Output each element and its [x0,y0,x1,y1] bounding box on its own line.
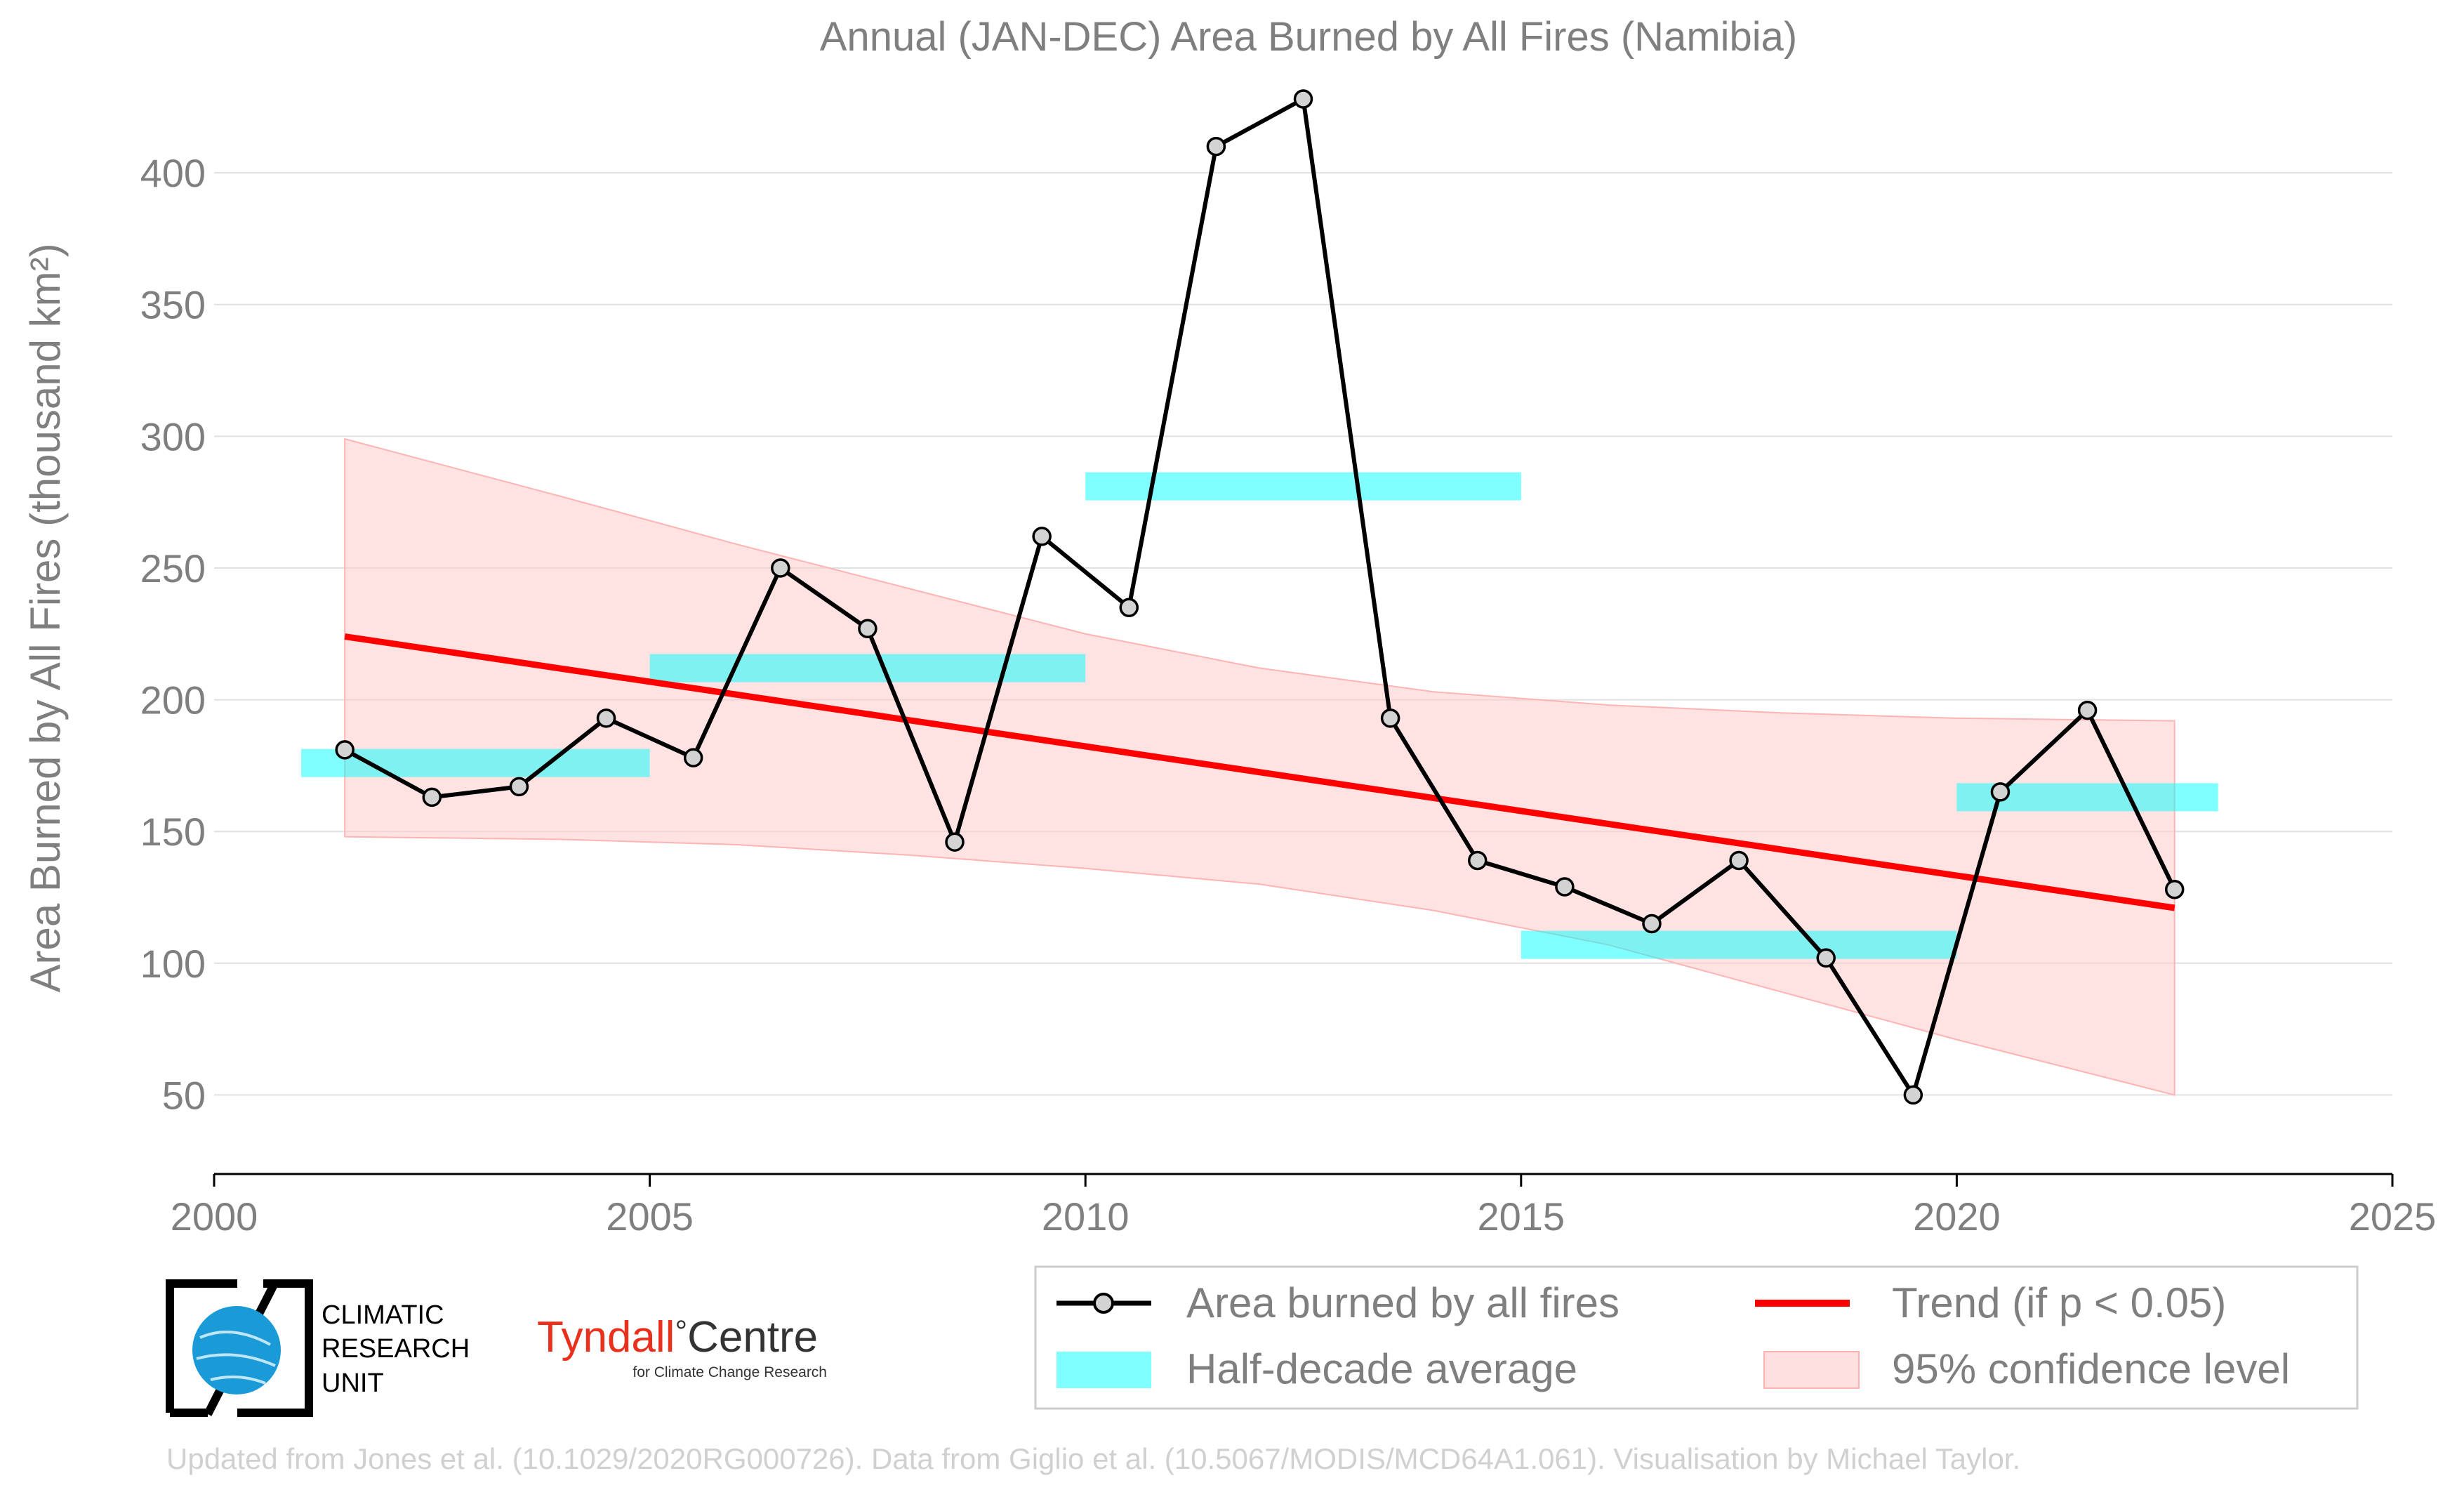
y-tick-label-400: 400 [140,151,206,195]
y-axis-label: Area Burned by All Fires (thousand km²) [22,243,69,992]
data-point-2009.5 [1032,527,1052,546]
y-tick-label-100: 100 [140,942,206,986]
legend-item-area-burned: Area burned by all fires [1057,1279,1620,1326]
cru-globe-swirl-icon [196,1331,276,1385]
data-point-2013.5 [1380,708,1400,728]
data-point-2017.5 [1729,850,1749,871]
legend-confidence-icon [1763,1351,1860,1389]
data-point-2011.5 [1206,136,1226,157]
y-tick-label-150: 150 [140,810,206,854]
x-tick-label-2015: 2015 [1478,1194,1565,1239]
x-tick-label-2010: 2010 [1042,1194,1130,1239]
half-decade-bar-1 [649,654,1086,682]
tyndall-logo: Tyndall°Centre for Climate Change Resear… [537,1313,827,1380]
half-decade-bar-3 [1521,930,1957,959]
cru-globe-icon [192,1306,281,1394]
x-tick-label-2025: 2025 [2349,1194,2437,1239]
chart-title: Annual (JAN-DEC) Area Burned by All Fire… [820,14,1797,60]
x-tick-label-2000: 2000 [171,1194,258,1239]
tyndall-subtitle: for Climate Change Research [632,1364,827,1380]
y-tick-label-300: 300 [140,414,206,459]
legend-label-confidence: 95% confidence level [1892,1345,2290,1392]
svg-text:Tyndall°Centre: Tyndall°Centre [537,1313,818,1361]
legend-box [1034,1265,2359,1410]
data-point-2018.5 [1816,948,1836,968]
tyndall-word: Tyndall [537,1313,675,1361]
cru-line-2: RESEARCH [322,1334,470,1364]
data-point-2014.5 [1467,850,1488,871]
legend-item-half-decade: Half-decade average [1057,1345,1577,1392]
half-decade-bar-2 [1085,472,1521,501]
series-line [343,97,2177,1097]
cru-line-3: UNIT [322,1369,384,1398]
data-point-2012.5 [1293,89,1313,109]
area-burned-series [335,89,2185,1105]
y-tick-labels: 50 100 150 200 250 300 350 400 [140,151,206,1117]
data-point-2015.5 [1555,877,1575,897]
cru-logo-frame-icon [166,1279,313,1417]
half-decade-bar-0 [301,748,650,777]
legend-label-trend: Trend (if p < 0.05) [1892,1279,2226,1326]
y-tick-label-200: 200 [140,678,206,723]
footer-credit: Updated from Jones et al. (10.1029/2020R… [166,1442,2020,1475]
legend-marker-icon [1093,1293,1114,1314]
data-point-2010.5 [1119,598,1139,617]
x-tick-labels: 2000 2005 2010 2015 2020 2025 [171,1174,2437,1239]
data-point-2003.5 [509,777,529,797]
data-point-2005.5 [683,748,703,767]
data-point-2022.5 [2164,879,2185,899]
data-point-2006.5 [771,558,790,578]
legend-half-decade-icon [1057,1352,1151,1388]
x-tick-label-2005: 2005 [606,1194,694,1239]
data-point-2020.5 [1990,782,2011,802]
y-tick-label-250: 250 [140,546,206,591]
data-point-2016.5 [1642,914,1662,934]
data-point-2019.5 [1903,1085,1923,1105]
legend-label-area-burned: Area burned by all fires [1186,1279,1620,1326]
x-tick-label-2020: 2020 [1913,1194,2001,1239]
cru-line-1: CLIMATIC [322,1300,444,1330]
tyndall-centre-word: Centre [687,1313,818,1361]
data-point-2007.5 [858,619,877,639]
tyndall-degree: ° [675,1314,687,1349]
data-point-2002.5 [422,787,442,807]
legend: Area burned by all fires Trend (if p < 0… [1034,1265,2359,1410]
legend-item-trend: Trend (if p < 0.05) [1755,1279,2226,1326]
data-point-2021.5 [2077,700,2098,720]
trend-line-path [344,633,2175,911]
cru-logo: CLIMATIC RESEARCH UNIT [166,1279,470,1417]
half-decade-average-bars [301,472,2218,959]
legend-item-confidence: 95% confidence level [1763,1345,2290,1392]
data-point-2008.5 [945,832,965,852]
legend-label-half-decade: Half-decade average [1186,1345,1577,1392]
trend-line [344,633,2175,911]
y-tick-label-350: 350 [140,283,206,327]
y-tick-label-50: 50 [162,1073,206,1117]
data-point-2004.5 [596,708,616,728]
data-point-2001.5 [335,740,355,760]
